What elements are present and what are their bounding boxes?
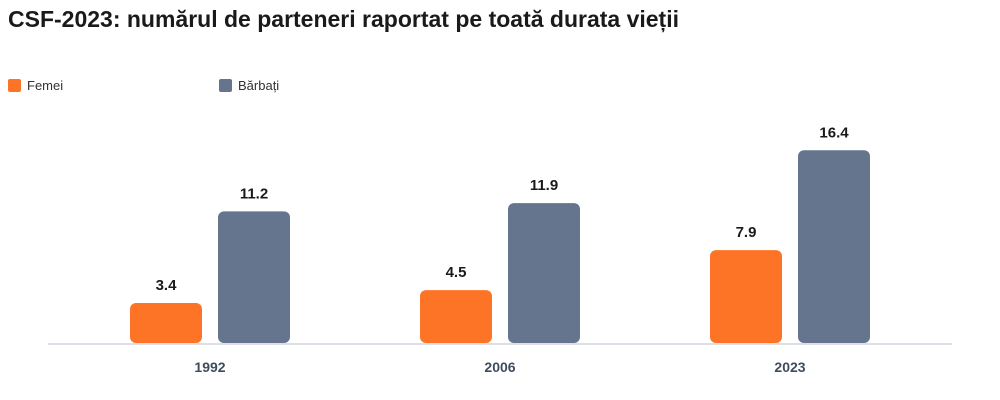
legend-item-femei: Femei bbox=[8, 78, 63, 93]
value-label-barbati-2006: 11.9 bbox=[530, 177, 558, 194]
bar-barbati-2023 bbox=[798, 150, 870, 343]
value-label-barbati-1992: 11.2 bbox=[240, 185, 268, 202]
chart-title: CSF-2023: numărul de parteneri raportat … bbox=[8, 6, 679, 32]
value-label-femei-1992: 3.4 bbox=[156, 277, 178, 294]
legend-label-femei: Femei bbox=[27, 78, 64, 93]
value-label-barbati-2023: 16.4 bbox=[819, 124, 849, 141]
legend-label-barbati: Bărbați bbox=[238, 78, 280, 93]
value-label-femei-2006: 4.5 bbox=[446, 264, 467, 281]
bar-barbati-2006 bbox=[508, 203, 580, 343]
legend-item-barbati: Bărbați bbox=[219, 78, 279, 93]
bar-barbati-1992 bbox=[218, 211, 290, 343]
legend-swatch-femei bbox=[8, 79, 21, 92]
bar-femei-2023 bbox=[710, 250, 782, 343]
x-tick-label-1992: 1992 bbox=[194, 359, 225, 375]
legend-swatch-barbati bbox=[219, 79, 232, 92]
bar-femei-1992 bbox=[130, 303, 202, 343]
x-tick-label-2006: 2006 bbox=[484, 359, 515, 375]
x-tick-label-2023: 2023 bbox=[774, 359, 805, 375]
bar-femei-2006 bbox=[420, 290, 492, 343]
value-label-femei-2023: 7.9 bbox=[736, 224, 757, 241]
